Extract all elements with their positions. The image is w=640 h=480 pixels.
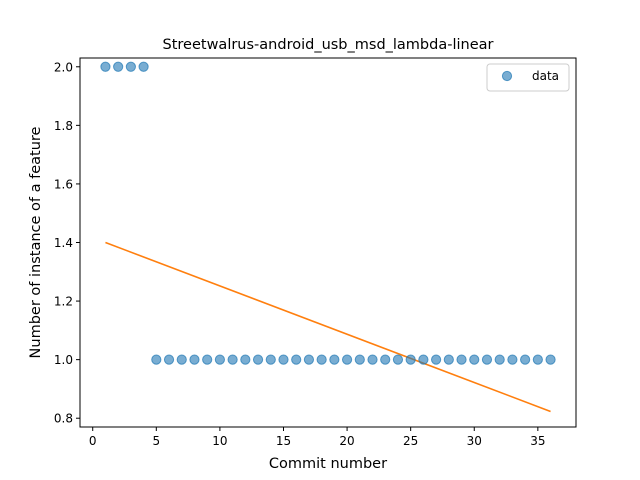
trend-line [105,241,551,413]
y-tick-label: 1.2 [54,295,73,309]
data-point [431,354,442,365]
chart-title: Streetwalrus-android_usb_msd_lambda-line… [163,37,494,53]
data-point [354,354,365,365]
data-point [138,61,149,72]
y-tick-label: 0.8 [54,412,73,426]
data-point [252,354,264,365]
x-tick-label: 30 [467,434,482,448]
x-tick-label: 20 [339,434,354,448]
y-tick-label: 2.0 [54,60,73,74]
data-point [520,354,531,365]
data-point [405,354,416,365]
data-point [278,354,289,365]
x-tick-label: 10 [212,434,227,448]
legend-label-data: data [532,69,559,83]
data-point [456,354,467,365]
data-point [367,354,378,365]
data-point [329,354,340,365]
data-point [418,354,429,365]
data-point [291,354,302,365]
x-tick-label: 25 [403,434,418,448]
data-point [341,354,353,365]
y-axis-label: Number of instance of a feature [28,126,44,358]
data-point [202,354,213,365]
y-axis: 0.8 1.0 1.2 1.4 1.6 1.8 2.0 [54,60,80,426]
x-tick-label: 5 [152,434,160,448]
data-point [265,354,276,365]
data-point [214,354,225,365]
legend-box [486,63,570,92]
x-tick-label: 15 [276,434,291,448]
data-point [151,354,162,365]
data-point [189,354,200,365]
data-point [545,354,556,365]
data-point [176,354,187,365]
data-point [507,354,518,365]
legend-marker-data [501,70,513,82]
data-point [443,354,454,365]
y-tick-label: 1.8 [54,119,73,133]
data-point [392,354,404,365]
data-point [240,354,251,365]
x-tick-label: 35 [530,434,545,448]
legend: data [486,63,570,92]
x-axis: 0 5 10 15 20 25 30 35 [89,427,545,448]
plot-area [100,61,556,413]
x-axis-label: Commit number [269,456,387,472]
data-point [469,354,480,365]
data-point [163,354,175,365]
data-point [227,354,238,365]
data-point [481,354,493,365]
data-point [113,61,124,72]
data-point [532,354,543,365]
y-tick-label: 1.6 [54,177,73,191]
data-point [380,354,391,365]
data-point [494,354,505,365]
data-point [125,61,136,72]
data-point [100,61,111,72]
x-tick-label: 0 [89,434,97,448]
y-tick-label: 1.4 [54,236,73,250]
y-tick-label: 1.0 [54,353,73,367]
data-point [303,354,315,365]
data-point [316,354,327,365]
